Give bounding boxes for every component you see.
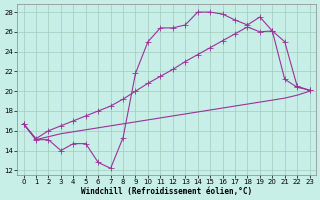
X-axis label: Windchill (Refroidissement éolien,°C): Windchill (Refroidissement éolien,°C) bbox=[81, 187, 252, 196]
